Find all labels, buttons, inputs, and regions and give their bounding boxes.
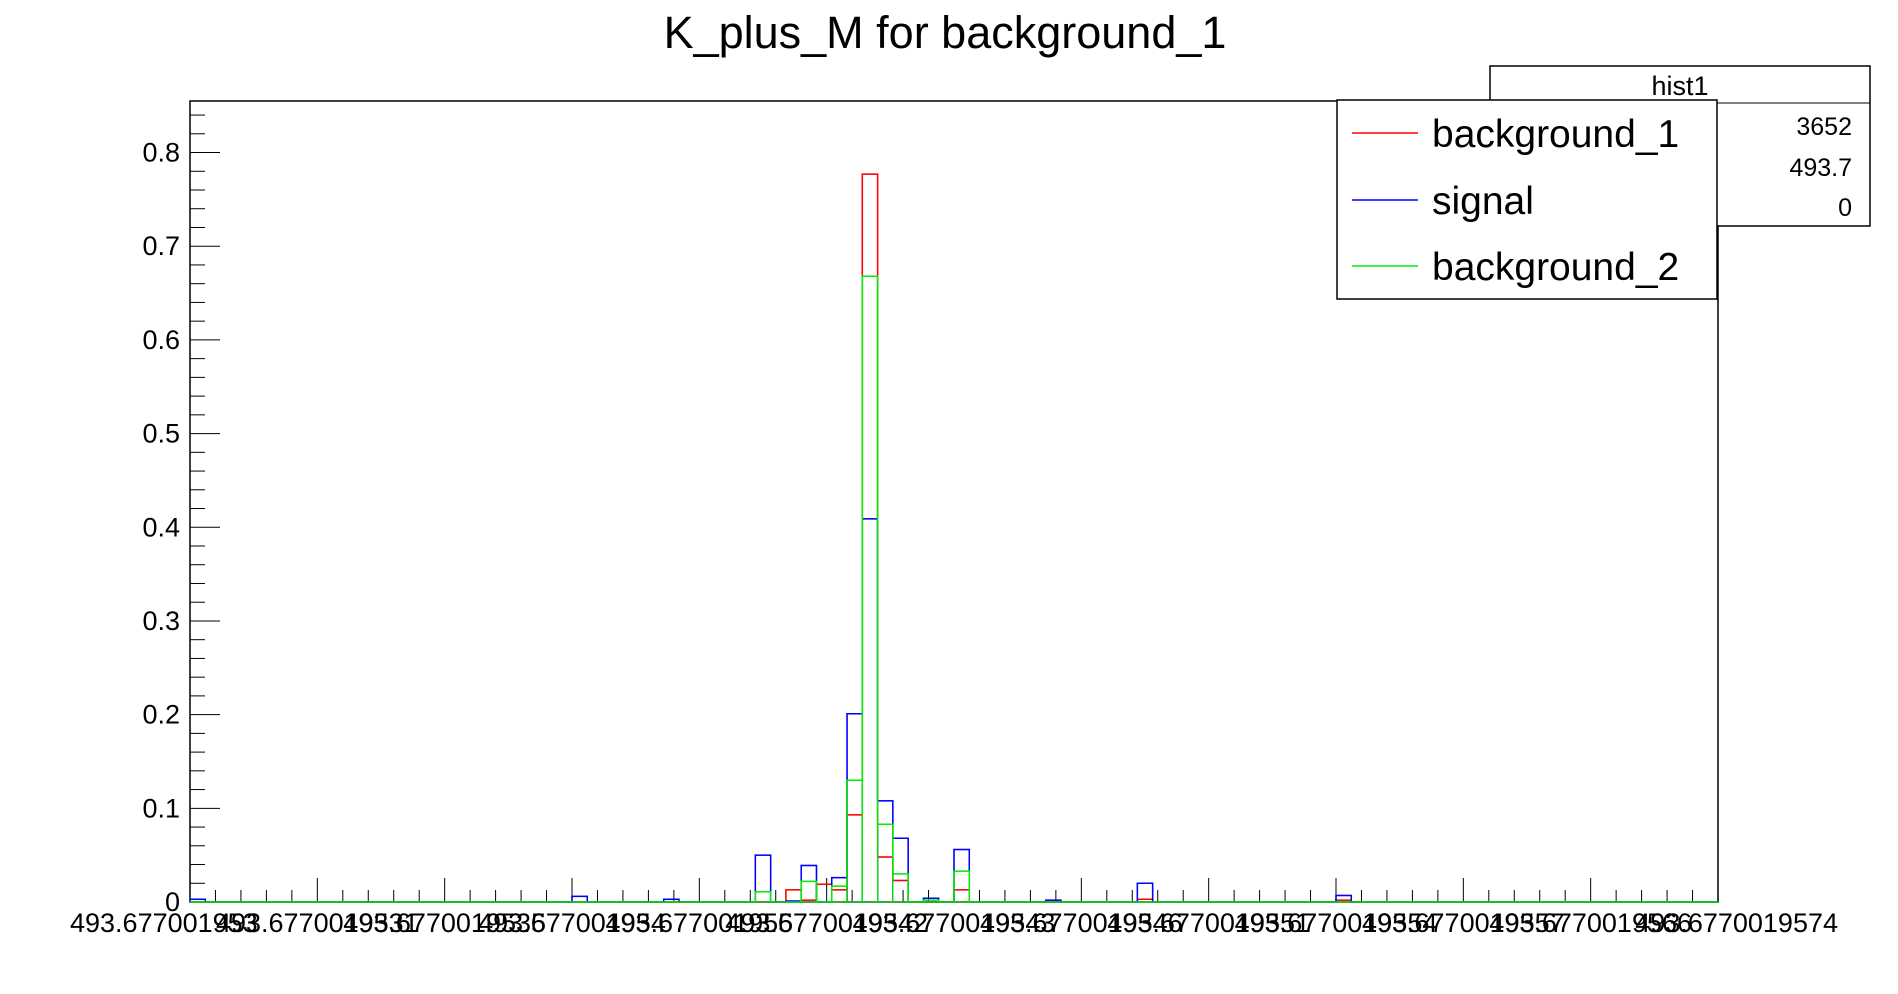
chart-title: K_plus_M for background_1	[664, 7, 1227, 58]
x-tick-label: 493.6770019557	[1362, 908, 1565, 938]
histogram-bin-background-2	[800, 880, 818, 903]
histogram-bin-signal	[1335, 894, 1352, 903]
y-tick-label: 0.8	[142, 138, 180, 168]
x-tick-label: 493.677001954	[478, 908, 666, 938]
histogram-bin-background-2	[861, 275, 879, 903]
histogram-bin-signal	[953, 848, 970, 903]
x-tick-label: 493.6770019566	[1489, 908, 1692, 938]
x-tick-label: 493.677001955	[605, 908, 793, 938]
histogram-bin-background-2	[953, 870, 970, 903]
histogram-bin-background-2	[754, 891, 772, 903]
x-tick-label: 493.6770019574	[1635, 908, 1838, 938]
x-axis: 493.677001953493.6770019531493.677001953…	[70, 878, 1838, 938]
histogram-bin-background-1	[953, 889, 970, 903]
x-tick-label: 493.6770019542	[725, 908, 928, 938]
histogram-bin-background-1	[876, 856, 894, 903]
stats-mean-value: 493.7	[1789, 154, 1852, 182]
legend: background_1 signal background_2	[1336, 99, 1718, 300]
stats-entries-value: 3652	[1796, 113, 1852, 141]
series-layer	[189, 173, 1718, 903]
histogram-bin-signal	[892, 837, 909, 903]
y-tick-label: 0	[165, 887, 180, 917]
x-tick-label: 493.677001953	[70, 908, 258, 938]
stats-box-title: hist1	[1651, 71, 1708, 101]
histogram-bin-background-1	[815, 883, 833, 903]
y-tick-label: 0.4	[142, 512, 180, 542]
x-tick-label: 493.6770019551	[1107, 908, 1310, 938]
y-tick-label: 0.5	[142, 419, 180, 449]
histogram-bin-signal	[800, 864, 818, 903]
stats-std-value: 0	[1838, 194, 1852, 222]
histogram-bin-background-1	[831, 889, 848, 903]
y-tick-label: 0.2	[142, 700, 180, 730]
x-tick-label: 493.6770019535	[343, 908, 546, 938]
y-tick-label: 0.7	[142, 231, 180, 261]
y-tick-label: 0.3	[142, 606, 180, 636]
histogram-bin-signal	[876, 800, 894, 903]
x-tick-label: 493.6770019546	[980, 908, 1183, 938]
y-tick-label: 0.1	[142, 793, 180, 823]
histogram-bin-background-1	[846, 814, 863, 903]
legend-label-background-2: background_2	[1432, 246, 1679, 289]
x-tick-label: 493.6770019554	[1235, 908, 1438, 938]
histogram-bin-background-2	[892, 873, 909, 903]
histogram-bin-background-2	[831, 885, 848, 903]
x-tick-label: 493.6770019543	[853, 908, 1056, 938]
y-axis: 0 0.1 0.2 0.3 0.4 0.5 0.6 0.7 0.8	[142, 114, 220, 917]
histogram-bin-background-1	[785, 889, 802, 903]
series-signal-line	[189, 518, 1718, 903]
histogram-bin-background-2	[846, 779, 863, 903]
histogram-bin-background-1	[892, 879, 909, 903]
legend-label-signal: signal	[1432, 180, 1534, 223]
histogram-bin-signal	[846, 713, 863, 903]
series-background-2-line	[190, 275, 1718, 903]
histogram-bin-signal	[754, 854, 772, 903]
legend-label-background-1: background_1	[1432, 113, 1679, 156]
histogram-bin-signal	[861, 518, 879, 903]
y-tick-label: 0.6	[142, 325, 180, 355]
histogram-bin-background-2	[876, 823, 894, 903]
x-tick-label: 493.6770019531	[216, 908, 419, 938]
histogram-bin-signal	[571, 895, 588, 903]
histogram-bin-background-2	[922, 899, 940, 903]
histogram-bin-background-1	[861, 173, 879, 903]
